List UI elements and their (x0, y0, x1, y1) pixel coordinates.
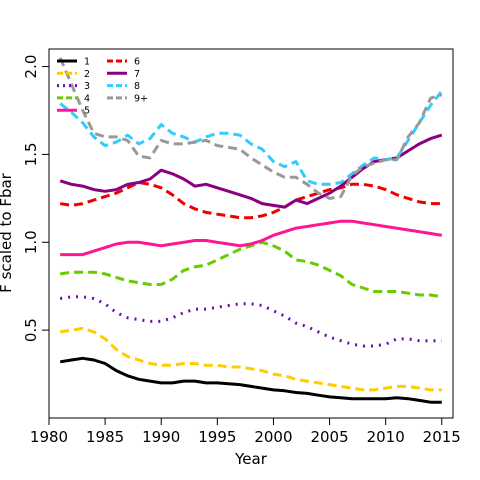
legend-label: 3 (84, 81, 90, 92)
series-line-9plus (58, 57, 443, 200)
series-line-3 (59, 295, 442, 348)
x-tick-label: 2015 (423, 428, 461, 446)
legend-label: 9+ (134, 93, 148, 104)
series-line-8 (59, 90, 443, 186)
series-line-6 (59, 181, 442, 220)
series-line-4 (59, 240, 443, 299)
series-line-2 (59, 326, 442, 392)
series-line-1 (59, 356, 442, 404)
legend-label: 5 (84, 106, 90, 117)
x-tick-label: 1985 (86, 428, 124, 446)
y-tick-label: 1.5 (22, 142, 40, 166)
x-axis: 1980 1985 1990 1995 2000 2005 2010 2015 (30, 418, 461, 446)
x-tick-label: 2010 (367, 428, 405, 446)
legend-label: 4 (84, 93, 90, 104)
y-tick-label: 0.5 (22, 318, 40, 342)
y-axis-label: F scaled to Fbar (0, 172, 15, 293)
series-line-7 (59, 133, 443, 209)
x-tick-label: 1990 (142, 428, 180, 446)
legend-label: 2 (84, 69, 90, 80)
legend-label: 7 (134, 69, 140, 80)
series-layer (58, 57, 443, 404)
x-tick-label: 2005 (310, 428, 348, 446)
x-tick-label: 2000 (254, 428, 292, 446)
x-axis-label: Year (234, 450, 268, 468)
series-line-5 (60, 219, 443, 257)
plot-frame (48, 48, 454, 419)
y-tick-label: 2.0 (22, 55, 40, 79)
y-axis: 0.5 1.0 1.5 2.0 (22, 55, 49, 342)
y-tick-label: 1.0 (22, 230, 40, 254)
legend-label: 1 (84, 57, 90, 68)
legend-label: 8 (134, 81, 140, 92)
x-tick-label: 1995 (198, 428, 236, 446)
legend-label: 6 (134, 57, 140, 68)
x-tick-label: 1980 (30, 428, 68, 446)
